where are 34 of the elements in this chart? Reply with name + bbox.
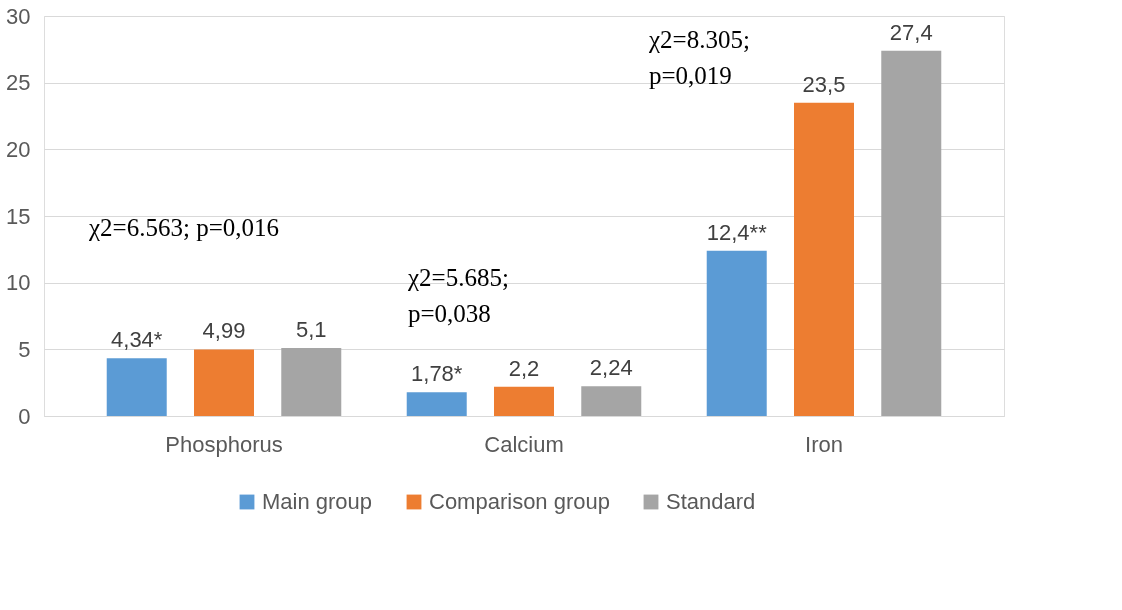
bar [794, 102, 854, 416]
annotation: χ2=6.563; p=0,016 [88, 214, 279, 241]
y-tick-label: 30 [6, 3, 31, 29]
data-label: 5,1 [295, 317, 327, 342]
data-label: 2,24 [589, 355, 633, 381]
y-tick-label: 20 [6, 136, 31, 162]
legend-label: Main group [262, 489, 373, 514]
data-label: 4,99 [202, 318, 246, 344]
bar [194, 349, 254, 416]
data-label: 23,5 [802, 71, 846, 97]
x-tick-label: Calcium [484, 431, 564, 457]
y-tick-label: 25 [6, 70, 31, 96]
data-label: 2,2 [508, 355, 540, 381]
bar [706, 250, 767, 416]
bar [106, 358, 167, 416]
bar [881, 50, 942, 416]
bar [494, 386, 554, 416]
bar [281, 348, 342, 416]
data-label: 27,4 [889, 19, 933, 45]
y-tick-label: 10 [6, 270, 31, 296]
data-label: 4,34* [111, 327, 163, 353]
y-tick-label: 15 [6, 203, 31, 229]
legend-label: Comparison group [429, 489, 610, 514]
annotation: χ2=8.305; p=0,019 [648, 26, 750, 89]
x-tick-label: Phosphorus [165, 431, 283, 457]
bar [581, 386, 642, 416]
data-label: 12,4** [706, 219, 768, 245]
x-tick-label: Iron [805, 431, 843, 457]
legend-label: Standard [666, 489, 756, 514]
annotation: χ2=5.685; p=0,038 [407, 264, 509, 327]
bar [406, 392, 467, 416]
y-tick-label: 0 [18, 403, 31, 429]
data-label: 1,78* [411, 361, 463, 387]
y-tick-label: 5 [18, 336, 31, 362]
